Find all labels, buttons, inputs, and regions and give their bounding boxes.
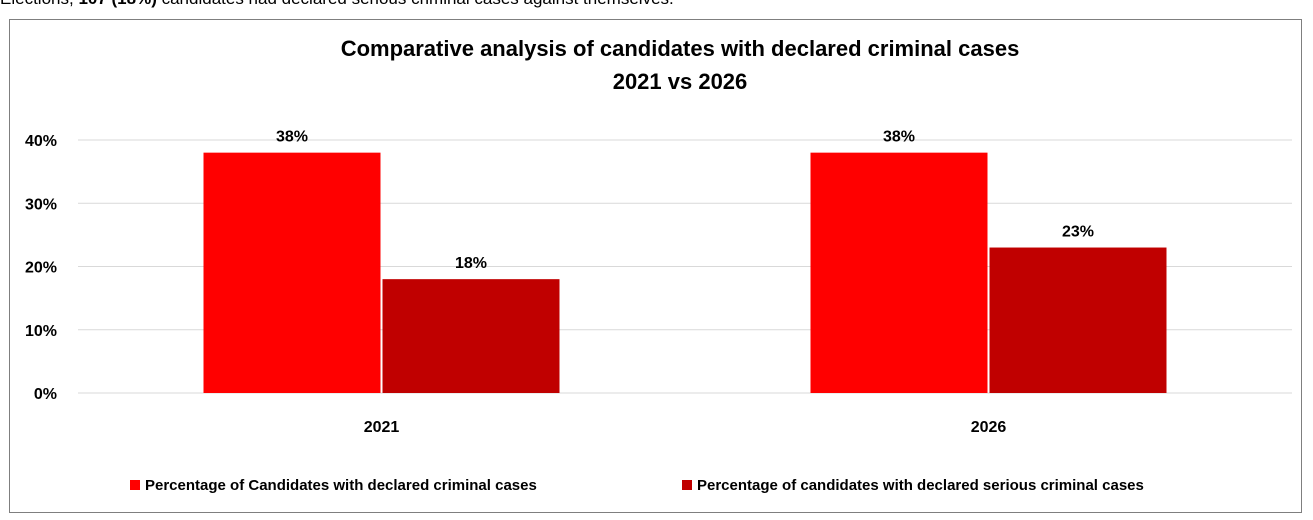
x-axis: 2021 2026 [364,419,1007,436]
y-tick-label: 40% [25,133,57,150]
y-tick-label: 10% [25,323,57,340]
x-category-label: 2026 [971,419,1007,436]
intro-text: Elections, 107 (18%) candidates had decl… [0,0,1313,10]
y-tick-label: 30% [25,196,57,213]
bar-series-2-2026 [989,247,1167,393]
y-tick-label: 20% [25,260,57,277]
y-tick-label: 0% [34,386,57,403]
legend-label: Percentage of candidates with declared s… [697,477,1144,494]
legend-swatch [682,480,692,490]
y-axis: 0% 10% 20% 30% 40% [25,133,57,403]
chart-subtitle: 2021 vs 2026 [613,69,748,94]
bar-series-1-2026 [810,152,988,393]
data-label: 18% [455,255,487,272]
bars: 38% 18% 38% 23% [203,129,1167,393]
intro-text-before: Elections, [0,0,78,8]
bar-series-1-2021 [203,152,381,393]
intro-text-after: candidates had declared serious criminal… [157,0,674,8]
bar-series-2-2021 [382,279,560,393]
legend-label: Percentage of Candidates with declared c… [145,477,537,494]
legend: Percentage of Candidates with declared c… [130,477,1144,494]
intro-text-bold: 107 (18%) [78,0,156,8]
chart-title: Comparative analysis of candidates with … [341,36,1020,61]
data-label: 38% [883,129,915,146]
data-label: 23% [1062,224,1094,241]
x-category-label: 2021 [364,419,400,436]
data-label: 38% [276,129,308,146]
legend-swatch [130,480,140,490]
